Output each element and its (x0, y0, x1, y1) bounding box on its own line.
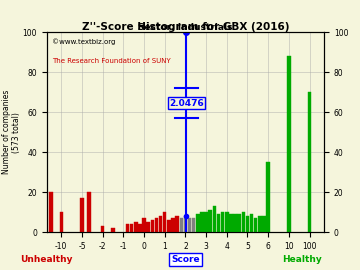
Text: Score: Score (171, 255, 200, 264)
Bar (80, 198, 84, 232)
Bar (138, 224, 141, 232)
Text: Sector: Industrials: Sector: Industrials (138, 23, 233, 32)
Bar (59, 212, 63, 232)
Text: Unhealthy: Unhealthy (21, 255, 73, 264)
Bar (171, 218, 175, 232)
Bar (242, 212, 245, 232)
Bar (196, 214, 199, 232)
Bar (233, 214, 237, 232)
Bar (254, 218, 257, 232)
Bar (308, 92, 311, 232)
Bar (266, 162, 270, 232)
Text: ©www.textbiz.org: ©www.textbiz.org (52, 38, 116, 45)
Bar (134, 222, 138, 232)
Bar (159, 216, 162, 232)
Text: The Research Foundation of SUNY: The Research Foundation of SUNY (52, 58, 171, 64)
Bar (217, 214, 220, 232)
Title: Z''-Score Histogram for GBX (2016): Z''-Score Histogram for GBX (2016) (82, 22, 289, 32)
Bar (200, 212, 204, 232)
Y-axis label: Number of companies
(573 total): Number of companies (573 total) (2, 90, 21, 174)
Bar (238, 214, 241, 232)
Bar (213, 206, 216, 232)
Bar (147, 222, 150, 232)
Bar (49, 192, 53, 232)
Bar (258, 216, 262, 232)
Bar (221, 212, 224, 232)
Bar (229, 214, 233, 232)
Bar (180, 218, 183, 232)
Bar (142, 218, 146, 232)
Bar (101, 226, 104, 232)
Bar (225, 212, 229, 232)
Bar (163, 212, 166, 232)
Bar (87, 192, 91, 232)
Bar (130, 224, 133, 232)
Bar (246, 216, 249, 232)
Bar (204, 212, 208, 232)
Bar (167, 220, 171, 232)
Bar (184, 216, 187, 232)
Bar (192, 218, 195, 232)
Bar (126, 224, 129, 232)
Bar (188, 218, 191, 232)
Bar (208, 210, 212, 232)
Bar (262, 216, 266, 232)
Bar (175, 216, 179, 232)
Bar (150, 220, 154, 232)
Text: Healthy: Healthy (283, 255, 322, 264)
Bar (155, 218, 158, 232)
Bar (287, 56, 291, 232)
Bar (250, 214, 253, 232)
Bar (111, 228, 115, 232)
Text: 2.0476: 2.0476 (169, 99, 204, 108)
